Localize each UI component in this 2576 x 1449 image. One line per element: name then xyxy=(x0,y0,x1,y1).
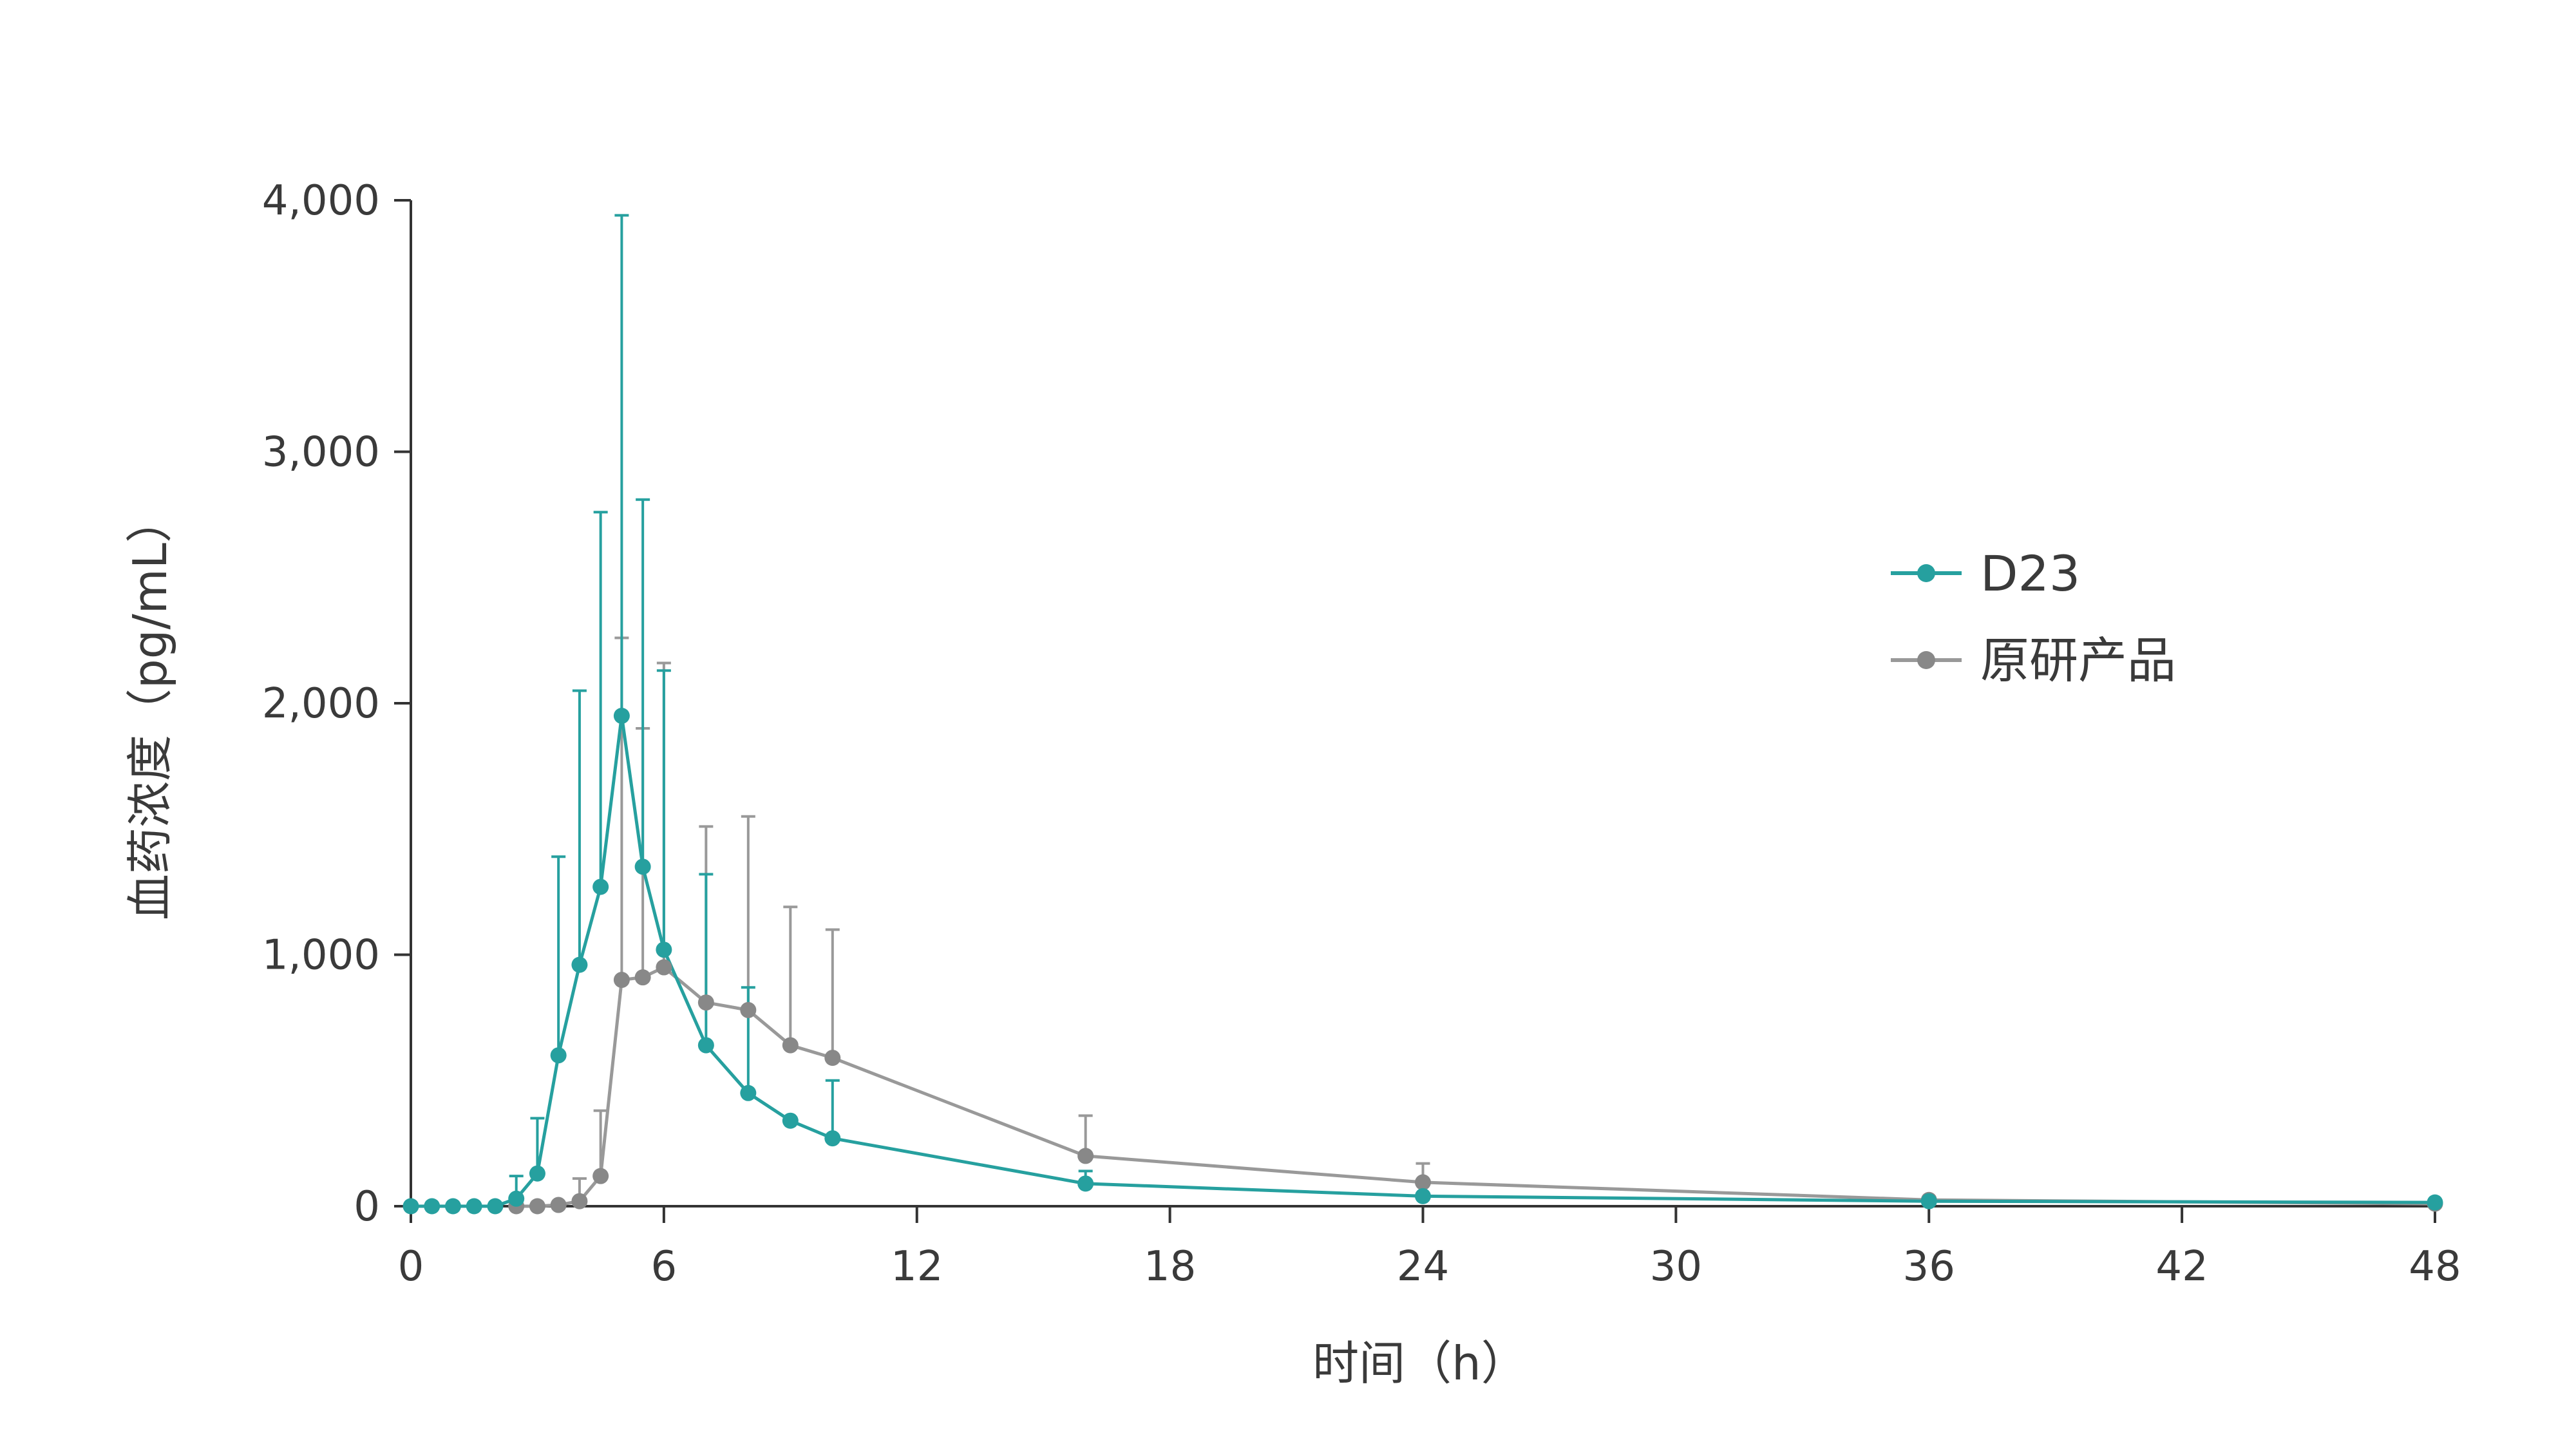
series-points xyxy=(402,708,2443,1215)
y-tick-label: 3,000 xyxy=(262,429,380,477)
data-point-originator xyxy=(656,959,672,976)
data-point-d23 xyxy=(508,1190,525,1207)
legend-marker-d23 xyxy=(1917,564,1935,582)
legend-item-originator: 原研产品 xyxy=(1891,632,2176,689)
series-lines xyxy=(411,714,2436,1208)
y-tick-label: 4,000 xyxy=(262,177,380,225)
data-point-originator xyxy=(571,1193,588,1209)
x-tick-label: 36 xyxy=(1903,1243,1955,1291)
data-point-originator xyxy=(613,972,630,989)
x-tick-label: 18 xyxy=(1144,1243,1196,1291)
ticks: 0 6 12 18 24 30 36 42 48 0 1,000 2,000 3,000 4,000 xyxy=(262,177,2461,1291)
data-point-originator xyxy=(1415,1174,1431,1191)
x-tick-label: 24 xyxy=(1397,1243,1449,1291)
data-point-originator xyxy=(550,1197,567,1213)
x-tick-label: 0 xyxy=(398,1243,424,1291)
x-tick-label: 48 xyxy=(2409,1243,2461,1291)
x-tick-label: 30 xyxy=(1650,1243,1702,1291)
data-point-d23 xyxy=(824,1130,841,1147)
legend-item-d23: D23 xyxy=(1891,545,2080,602)
x-tick-label: 12 xyxy=(891,1243,943,1291)
data-point-d23 xyxy=(740,1084,757,1101)
data-point-d23 xyxy=(529,1165,545,1182)
data-point-d23 xyxy=(487,1198,504,1215)
data-point-d23 xyxy=(466,1198,482,1215)
data-point-d23 xyxy=(402,1198,419,1215)
data-point-d23 xyxy=(1077,1175,1094,1192)
y-axis-title: 血药浓度（pg/mL） xyxy=(123,497,177,920)
data-point-d23 xyxy=(1920,1193,1937,1209)
x-axis-title: 时间（h） xyxy=(1312,1336,1528,1390)
data-point-d23 xyxy=(550,1047,567,1064)
series-line-originator xyxy=(516,965,2436,1208)
data-point-d23 xyxy=(697,1037,714,1054)
data-point-d23 xyxy=(592,878,609,895)
data-point-originator xyxy=(592,1168,609,1184)
data-point-d23 xyxy=(656,942,672,958)
data-point-d23 xyxy=(571,956,588,973)
data-point-d23 xyxy=(424,1198,440,1215)
data-point-d23 xyxy=(782,1112,799,1129)
data-point-originator xyxy=(529,1198,545,1215)
data-point-d23 xyxy=(444,1198,461,1215)
data-point-originator xyxy=(1077,1148,1094,1164)
data-point-d23 xyxy=(1415,1188,1431,1204)
x-tick-label: 6 xyxy=(651,1243,677,1291)
data-point-d23 xyxy=(2427,1194,2443,1211)
error-bars xyxy=(509,214,1430,1202)
legend-label-d23: D23 xyxy=(1980,545,2080,602)
y-tick-label: 0 xyxy=(354,1183,380,1231)
x-tick-label: 42 xyxy=(2155,1243,2208,1291)
series-line-d23 xyxy=(411,714,2436,1208)
data-point-originator xyxy=(782,1037,799,1054)
data-point-d23 xyxy=(613,708,630,724)
y-tick-label: 2,000 xyxy=(262,680,380,728)
data-point-originator xyxy=(824,1050,841,1066)
legend-marker-originator xyxy=(1917,651,1935,669)
data-point-originator xyxy=(697,994,714,1011)
y-tick-label: 1,000 xyxy=(262,932,380,980)
data-point-originator xyxy=(634,969,651,986)
legend: D23 原研产品 xyxy=(1891,545,2176,689)
data-point-originator xyxy=(740,1001,757,1018)
data-point-d23 xyxy=(634,858,651,875)
legend-label-originator: 原研产品 xyxy=(1980,632,2176,689)
